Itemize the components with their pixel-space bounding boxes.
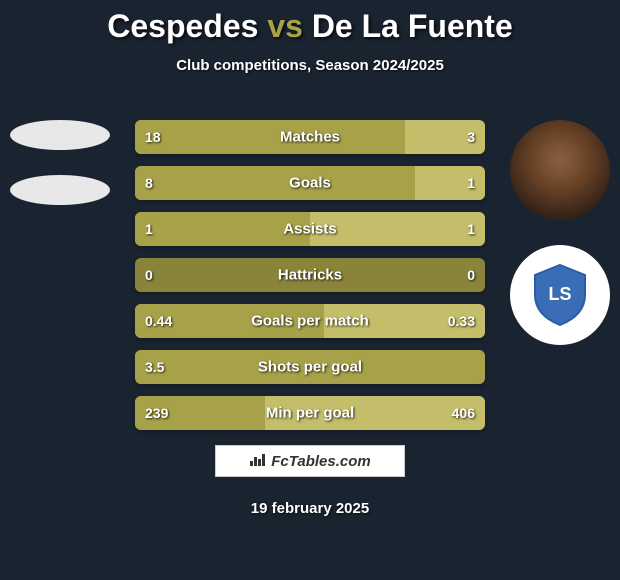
- stat-value-left: 239: [145, 405, 168, 421]
- stat-label: Goals per match: [251, 313, 369, 330]
- stats-bars: 18 Matches 3 8 Goals 1 1 Assists 1 0 Hattricks 0 0.4…: [135, 120, 485, 442]
- stat-bar: 3.5 Shots per goal: [135, 350, 485, 384]
- stat-value-right: 1: [467, 175, 475, 191]
- stat-bar: 0.44 Goals per match 0.33: [135, 304, 485, 338]
- stat-bar: 239 Min per goal 406: [135, 396, 485, 430]
- stat-bar: 0 Hattricks 0: [135, 258, 485, 292]
- vs-text: vs: [267, 8, 303, 44]
- player2-avatar: [510, 120, 610, 220]
- stat-value-left: 0.44: [145, 313, 172, 329]
- stat-value-left: 18: [145, 129, 161, 145]
- right-avatars: LS: [510, 120, 610, 370]
- player1-name: Cespedes: [107, 8, 258, 44]
- stat-label: Shots per goal: [258, 359, 362, 376]
- shield-icon: LS: [530, 260, 590, 330]
- stat-value-left: 8: [145, 175, 153, 191]
- stat-value-left: 1: [145, 221, 153, 237]
- player2-name: De La Fuente: [312, 8, 513, 44]
- bar-left-fill: [135, 120, 405, 154]
- stat-value-right: 0: [467, 267, 475, 283]
- stat-value-right: 3: [467, 129, 475, 145]
- chart-icon: [249, 451, 267, 471]
- stat-value-right: 0.33: [448, 313, 475, 329]
- player1-avatar: [10, 120, 110, 150]
- stat-value-right: 1: [467, 221, 475, 237]
- site-name: FcTables.com: [271, 453, 370, 470]
- stat-label: Matches: [280, 129, 340, 146]
- bar-left-fill: [135, 166, 415, 200]
- site-logo: FcTables.com: [215, 445, 405, 477]
- svg-text:LS: LS: [548, 284, 571, 304]
- comparison-title: Cespedes vs De La Fuente: [0, 0, 620, 45]
- stat-value-left: 3.5: [145, 359, 164, 375]
- stat-value-left: 0: [145, 267, 153, 283]
- stat-label: Min per goal: [266, 405, 354, 422]
- player2-club-logo: LS: [510, 245, 610, 345]
- subtitle: Club competitions, Season 2024/2025: [0, 57, 620, 74]
- player1-club-logo: [10, 175, 110, 205]
- stat-label: Goals: [289, 175, 331, 192]
- stat-label: Hattricks: [278, 267, 342, 284]
- left-avatars: [10, 120, 110, 230]
- footer-date: 19 february 2025: [251, 500, 369, 517]
- stat-bar: 1 Assists 1: [135, 212, 485, 246]
- stat-bar: 8 Goals 1: [135, 166, 485, 200]
- stat-label: Assists: [283, 221, 336, 238]
- stat-bar: 18 Matches 3: [135, 120, 485, 154]
- stat-value-right: 406: [452, 405, 475, 421]
